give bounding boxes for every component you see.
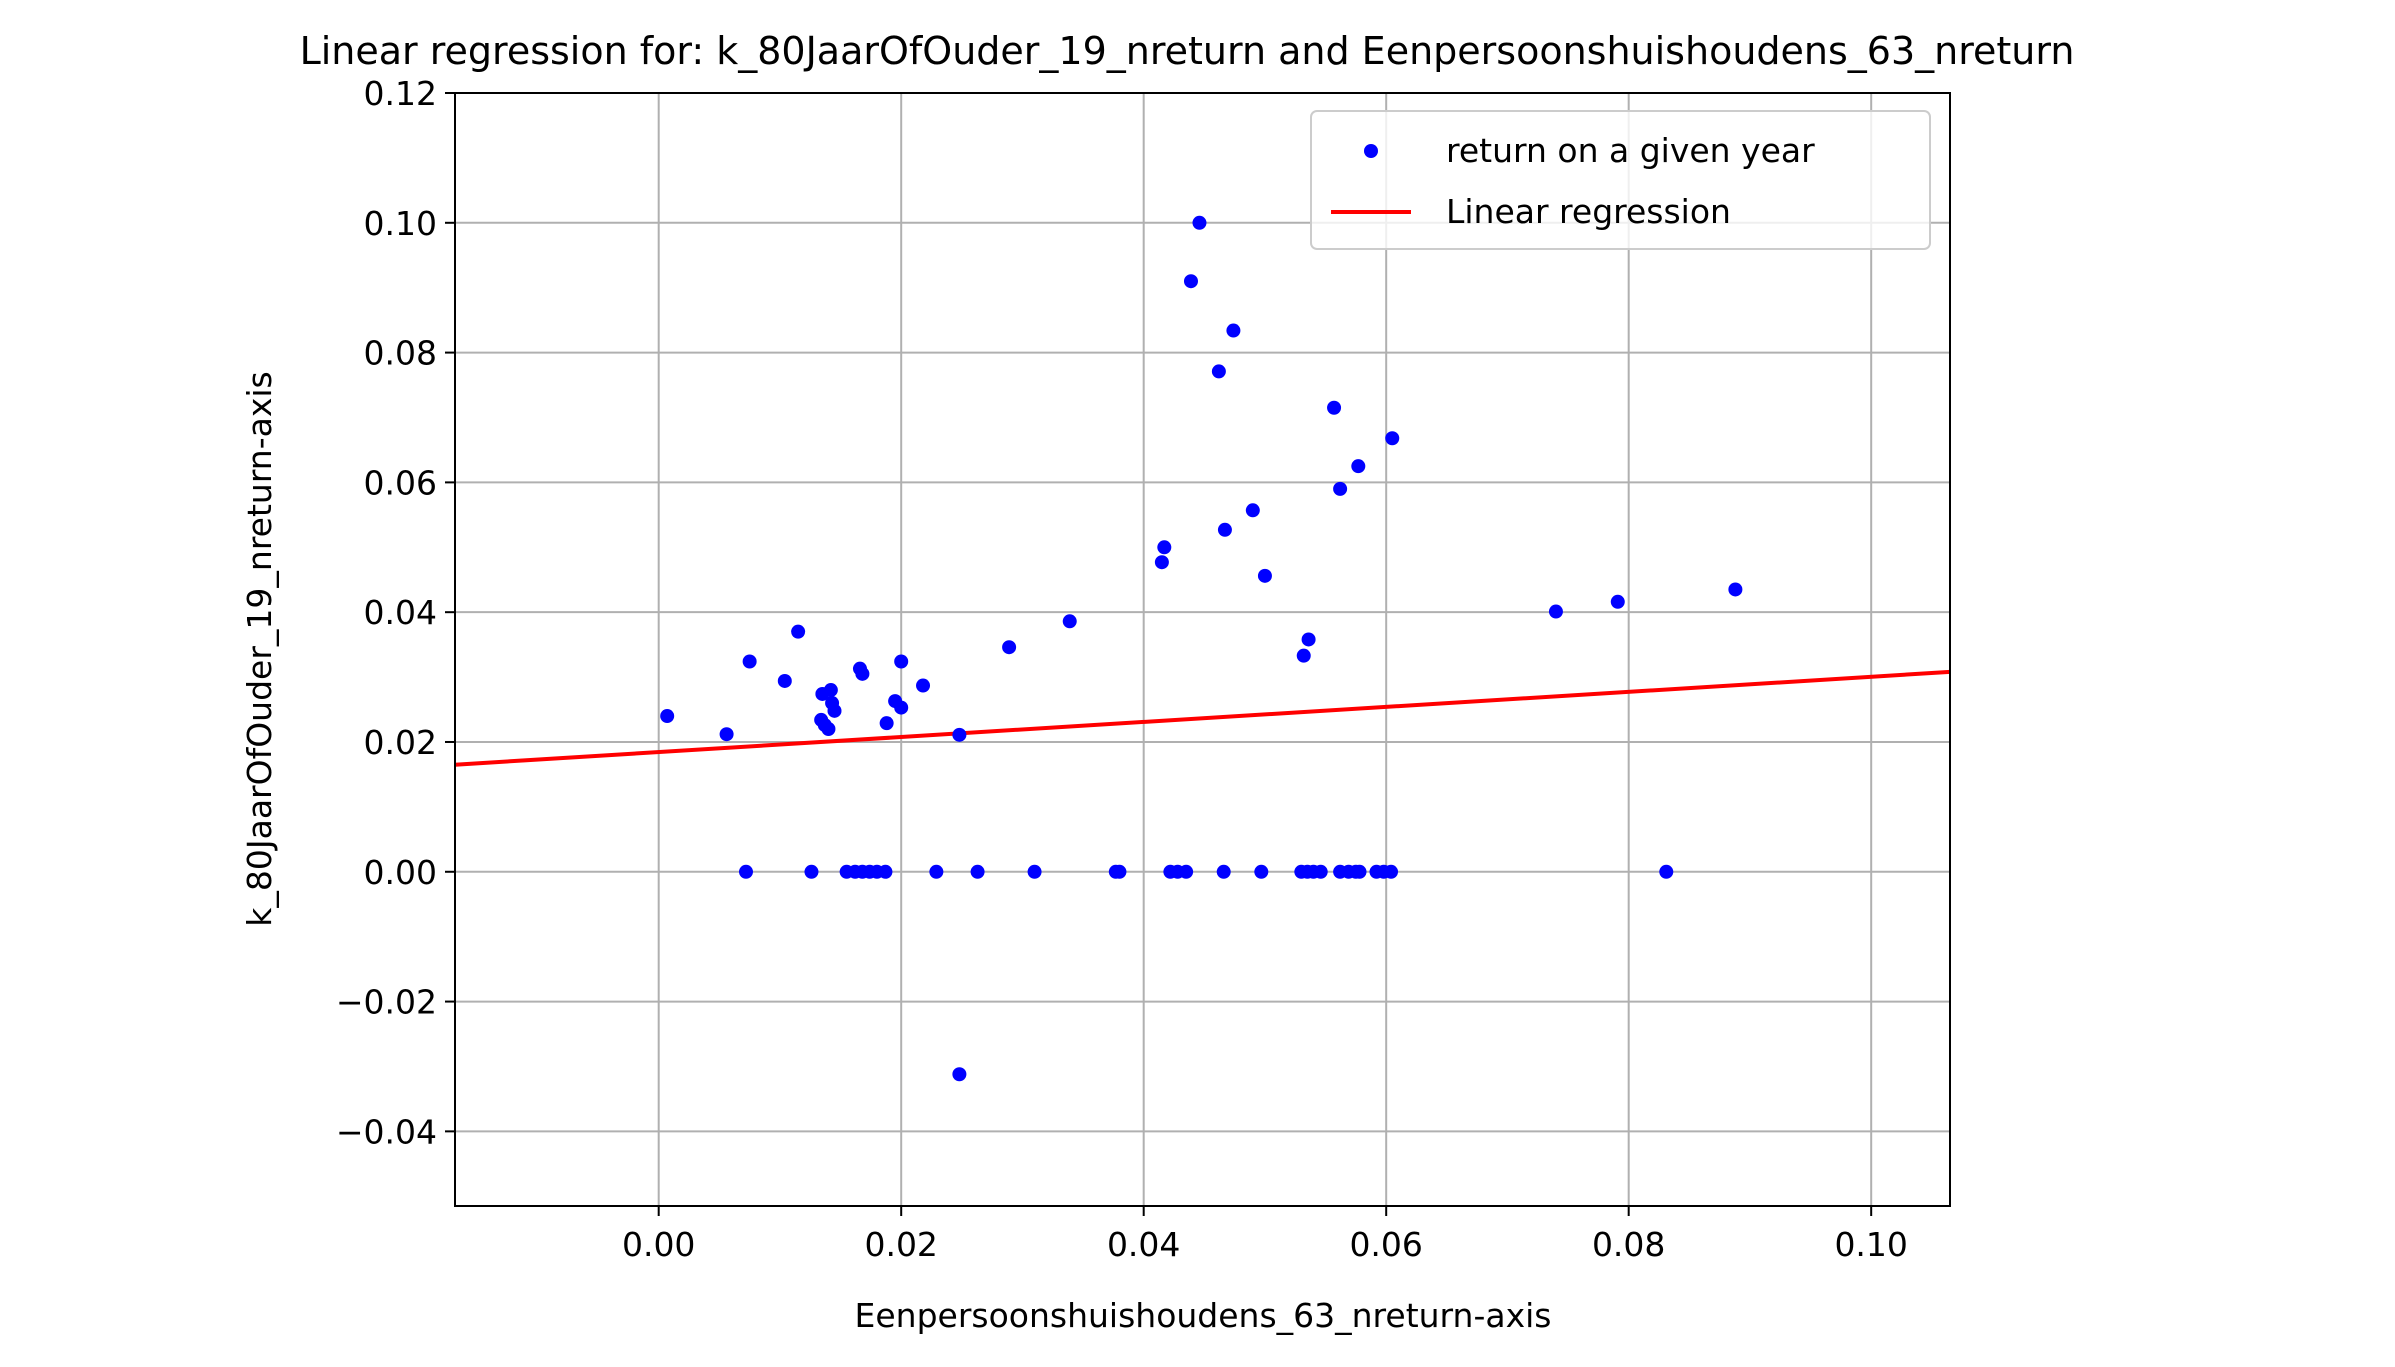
data-point bbox=[1002, 640, 1017, 655]
data-point bbox=[916, 678, 931, 693]
y-tick-label: 0.04 bbox=[364, 593, 437, 632]
x-tick-label: 0.04 bbox=[1107, 1225, 1180, 1264]
y-tick-label: 0.12 bbox=[364, 74, 437, 113]
legend-label-line: Linear regression bbox=[1446, 192, 1731, 231]
data-point bbox=[1254, 864, 1269, 879]
data-point bbox=[1257, 568, 1272, 583]
data-point bbox=[804, 864, 819, 879]
legend-frame bbox=[1310, 110, 1931, 250]
data-point bbox=[738, 864, 753, 879]
data-point bbox=[1313, 864, 1328, 879]
x-tick-label: 0.00 bbox=[622, 1225, 695, 1264]
data-point bbox=[1610, 594, 1625, 609]
y-tick-label: 0.00 bbox=[364, 853, 437, 892]
data-point bbox=[1659, 864, 1674, 879]
data-point bbox=[777, 673, 792, 688]
x-axis-ticks: 0.00 0.02 0.04 0.06 0.08 0.10 bbox=[622, 1206, 1908, 1264]
x-tick-label: 0.10 bbox=[1834, 1225, 1907, 1264]
data-point bbox=[1217, 522, 1232, 537]
regression-line bbox=[454, 669, 1951, 767]
data-point bbox=[1384, 864, 1399, 879]
data-point bbox=[827, 703, 842, 718]
data-point bbox=[660, 709, 675, 724]
data-point bbox=[1351, 459, 1366, 474]
y-tick-label: 0.06 bbox=[364, 463, 437, 502]
data-point bbox=[1385, 431, 1400, 446]
data-point bbox=[1296, 648, 1311, 663]
data-point bbox=[1154, 555, 1169, 570]
data-point bbox=[1333, 481, 1348, 496]
legend-scatter-marker bbox=[1364, 144, 1378, 158]
y-tick-label: −0.02 bbox=[336, 983, 437, 1022]
data-point bbox=[1027, 864, 1042, 879]
data-point bbox=[1062, 614, 1077, 629]
data-point bbox=[970, 864, 985, 879]
y-axis-label: k_80JaarOfOuder_19_nreturn-axis bbox=[240, 371, 279, 926]
y-tick-label: 0.10 bbox=[364, 204, 437, 243]
legend-label-scatter: return on a given year bbox=[1446, 131, 1815, 170]
data-point bbox=[1192, 215, 1207, 230]
data-point bbox=[952, 1067, 967, 1082]
plot-frame bbox=[454, 92, 1951, 1207]
data-point bbox=[1226, 323, 1241, 338]
data-point bbox=[1352, 864, 1367, 879]
data-point bbox=[719, 727, 734, 742]
data-point bbox=[791, 624, 806, 639]
data-point bbox=[1112, 864, 1127, 879]
regression-layer bbox=[454, 669, 1951, 767]
data-point bbox=[879, 716, 894, 731]
y-axis-ticks: −0.04 −0.02 0.00 0.02 0.04 0.06 0.08 0.10 0.12 bbox=[336, 74, 455, 1151]
data-point bbox=[894, 700, 909, 715]
data-points bbox=[660, 215, 1743, 1082]
data-point bbox=[1245, 503, 1260, 518]
data-point bbox=[821, 722, 836, 736]
data-point bbox=[894, 654, 909, 669]
legend: return on a given year Linear regression bbox=[1310, 110, 1931, 250]
data-point bbox=[1327, 400, 1342, 415]
data-point bbox=[1216, 864, 1231, 879]
data-point bbox=[823, 683, 838, 698]
y-tick-label: 0.02 bbox=[364, 723, 437, 762]
data-point bbox=[878, 864, 893, 879]
data-point bbox=[1183, 274, 1198, 289]
data-point bbox=[1211, 364, 1226, 379]
data-point bbox=[1301, 632, 1316, 647]
y-tick-label: 0.08 bbox=[364, 334, 437, 373]
data-point bbox=[1157, 540, 1172, 555]
data-point bbox=[742, 654, 757, 669]
x-tick-label: 0.06 bbox=[1349, 1225, 1422, 1264]
x-axis-label: Eenpersoonshuishoudens_63_nreturn-axis bbox=[855, 1296, 1552, 1335]
data-point bbox=[1728, 582, 1743, 597]
chart-title: Linear regression for: k_80JaarOfOuder_1… bbox=[300, 29, 2075, 73]
data-point bbox=[855, 666, 870, 681]
x-tick-label: 0.08 bbox=[1592, 1225, 1665, 1264]
y-tick-label: −0.04 bbox=[336, 1112, 437, 1151]
data-point bbox=[929, 864, 944, 879]
data-point bbox=[1548, 604, 1563, 619]
data-point bbox=[952, 727, 967, 742]
x-tick-label: 0.02 bbox=[864, 1225, 937, 1264]
data-point bbox=[1179, 864, 1194, 879]
